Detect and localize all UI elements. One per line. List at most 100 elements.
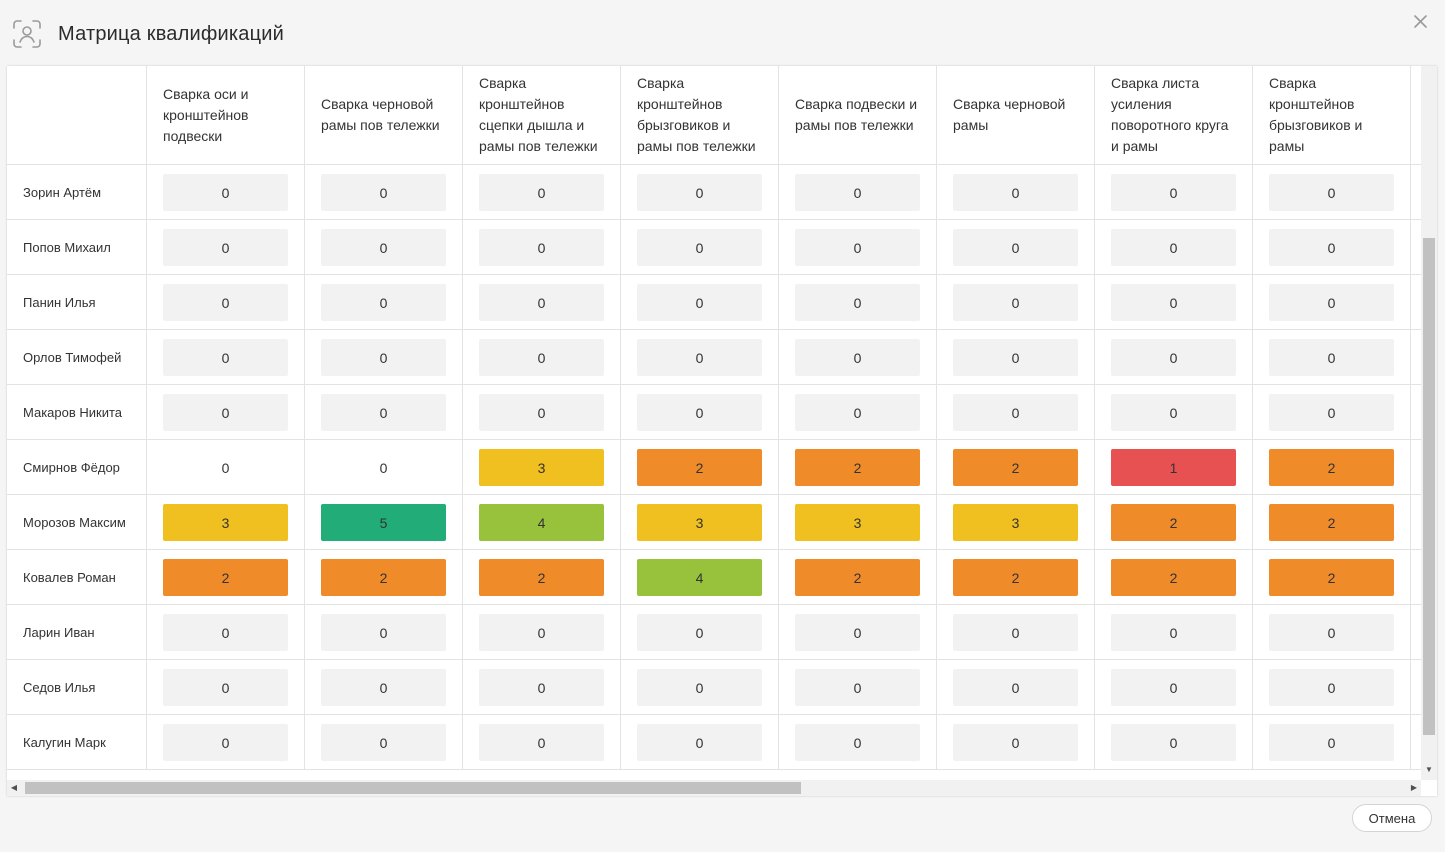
vertical-scroll-thumb[interactable] xyxy=(1423,238,1435,735)
qualification-level-chip[interactable]: 0 xyxy=(953,394,1078,431)
qualification-level-chip[interactable]: 0 xyxy=(479,284,604,321)
close-icon[interactable] xyxy=(1408,10,1432,34)
qualification-level-chip[interactable]: 3 xyxy=(637,504,762,541)
qualification-level-chip[interactable]: 0 xyxy=(637,174,762,211)
qualification-level-chip[interactable]: 0 xyxy=(1111,394,1236,431)
qualification-level-chip[interactable]: 0 xyxy=(163,394,288,431)
scroll-left-arrow-icon[interactable]: ◀ xyxy=(10,783,18,792)
qualification-level-chip[interactable]: 0 xyxy=(1269,284,1394,321)
qualification-level-chip[interactable]: 0 xyxy=(321,339,446,376)
qualification-level-chip[interactable]: 0 xyxy=(221,459,230,476)
qualification-level-chip[interactable]: 3 xyxy=(479,449,604,486)
qualification-level-chip[interactable]: 2 xyxy=(163,559,288,596)
qualification-level-chip[interactable]: 0 xyxy=(479,229,604,266)
qualification-level-chip[interactable]: 0 xyxy=(1111,229,1236,266)
qualification-level-chip[interactable]: 0 xyxy=(1111,669,1236,706)
qualification-level-chip[interactable]: 2 xyxy=(953,559,1078,596)
qualification-level-chip[interactable]: 0 xyxy=(637,284,762,321)
qualification-level-chip[interactable]: 0 xyxy=(1111,724,1236,761)
qualification-level-chip[interactable]: 0 xyxy=(953,669,1078,706)
qualification-level-chip[interactable]: 2 xyxy=(637,449,762,486)
qualification-level-chip[interactable]: 0 xyxy=(479,614,604,651)
qualification-level-chip[interactable]: 0 xyxy=(321,174,446,211)
qualification-level-chip[interactable]: 0 xyxy=(953,284,1078,321)
qualification-level-chip[interactable]: 0 xyxy=(163,724,288,761)
qualification-level-chip[interactable]: 0 xyxy=(321,229,446,266)
qualification-level-chip[interactable]: 0 xyxy=(1269,724,1394,761)
qualification-level-chip[interactable]: 3 xyxy=(953,504,1078,541)
qualification-level-chip[interactable]: 0 xyxy=(795,614,920,651)
qualification-level-chip[interactable]: 0 xyxy=(1269,229,1394,266)
qualification-level-chip[interactable]: 0 xyxy=(163,614,288,651)
qualification-level-chip[interactable]: 0 xyxy=(163,229,288,266)
qualification-level-chip[interactable]: 0 xyxy=(1111,284,1236,321)
qualification-level-chip[interactable]: 0 xyxy=(795,174,920,211)
qualification-level-chip[interactable]: 0 xyxy=(637,669,762,706)
header-corner-cell xyxy=(7,66,147,165)
qualification-level-chip[interactable]: 0 xyxy=(953,339,1078,376)
qualification-level-chip[interactable]: 2 xyxy=(1269,449,1394,486)
qualification-level-chip[interactable]: 0 xyxy=(953,174,1078,211)
qualification-level-chip[interactable]: 2 xyxy=(1111,559,1236,596)
qualification-level-chip[interactable]: 0 xyxy=(321,614,446,651)
qualification-level-chip[interactable]: 4 xyxy=(479,504,604,541)
qualification-level-chip[interactable]: 0 xyxy=(479,174,604,211)
matrix-cell: 3 xyxy=(147,495,305,550)
column-header: Сварка подвески и рамы пов тележки xyxy=(779,66,937,165)
qualification-level-chip[interactable]: 2 xyxy=(479,559,604,596)
qualification-level-chip[interactable]: 4 xyxy=(637,559,762,596)
qualification-level-chip[interactable]: 0 xyxy=(163,339,288,376)
qualification-level-chip[interactable]: 0 xyxy=(1269,394,1394,431)
qualification-level-chip[interactable]: 0 xyxy=(321,284,446,321)
matrix-cell: 0 xyxy=(463,385,621,440)
qualification-level-chip[interactable]: 0 xyxy=(795,284,920,321)
qualification-level-chip[interactable]: 0 xyxy=(479,669,604,706)
qualification-level-chip[interactable]: 2 xyxy=(795,449,920,486)
qualification-level-chip[interactable]: 0 xyxy=(637,229,762,266)
qualification-level-chip[interactable]: 0 xyxy=(953,724,1078,761)
qualification-level-chip[interactable]: 0 xyxy=(795,229,920,266)
scroll-down-arrow-icon[interactable]: ▼ xyxy=(1425,765,1433,774)
qualification-level-chip[interactable]: 0 xyxy=(163,174,288,211)
horizontal-scroll-thumb[interactable] xyxy=(25,782,801,794)
qualification-level-chip[interactable]: 3 xyxy=(163,504,288,541)
qualification-level-chip[interactable]: 0 xyxy=(953,614,1078,651)
qualification-level-chip[interactable]: 0 xyxy=(1269,669,1394,706)
qualification-level-chip[interactable]: 0 xyxy=(953,229,1078,266)
qualification-level-chip[interactable]: 0 xyxy=(1269,339,1394,376)
qualification-level-chip[interactable]: 2 xyxy=(1269,504,1394,541)
qualification-level-chip[interactable]: 0 xyxy=(321,669,446,706)
qualification-level-chip[interactable]: 5 xyxy=(321,504,446,541)
qualification-level-chip[interactable]: 0 xyxy=(163,284,288,321)
qualification-level-chip[interactable]: 0 xyxy=(637,614,762,651)
qualification-level-chip[interactable]: 0 xyxy=(1111,614,1236,651)
qualification-level-chip[interactable]: 0 xyxy=(321,394,446,431)
qualification-level-chip[interactable]: 0 xyxy=(1269,174,1394,211)
qualification-level-chip[interactable]: 2 xyxy=(321,559,446,596)
qualification-level-chip[interactable]: 0 xyxy=(637,724,762,761)
qualification-level-chip[interactable]: 0 xyxy=(479,724,604,761)
cancel-button[interactable]: Отмена xyxy=(1352,804,1432,832)
qualification-level-chip[interactable]: 1 xyxy=(1111,449,1236,486)
employee-name-cell: Макаров Никита xyxy=(7,385,147,440)
qualification-level-chip[interactable]: 0 xyxy=(795,339,920,376)
qualification-level-chip[interactable]: 0 xyxy=(1269,614,1394,651)
qualification-level-chip[interactable]: 2 xyxy=(795,559,920,596)
qualification-level-chip[interactable]: 0 xyxy=(321,724,446,761)
qualification-level-chip[interactable]: 0 xyxy=(1111,174,1236,211)
qualification-level-chip[interactable]: 0 xyxy=(379,459,388,476)
qualification-level-chip[interactable]: 0 xyxy=(795,669,920,706)
qualification-level-chip[interactable]: 2 xyxy=(1111,504,1236,541)
qualification-level-chip[interactable]: 0 xyxy=(795,394,920,431)
qualification-level-chip[interactable]: 0 xyxy=(1111,339,1236,376)
qualification-level-chip[interactable]: 0 xyxy=(637,339,762,376)
qualification-level-chip[interactable]: 0 xyxy=(163,669,288,706)
qualification-level-chip[interactable]: 2 xyxy=(953,449,1078,486)
qualification-level-chip[interactable]: 0 xyxy=(637,394,762,431)
qualification-level-chip[interactable]: 0 xyxy=(479,339,604,376)
qualification-level-chip[interactable]: 0 xyxy=(795,724,920,761)
qualification-level-chip[interactable]: 2 xyxy=(1269,559,1394,596)
qualification-level-chip[interactable]: 3 xyxy=(795,504,920,541)
qualification-level-chip[interactable]: 0 xyxy=(479,394,604,431)
scroll-right-arrow-icon[interactable]: ▶ xyxy=(1410,783,1418,792)
